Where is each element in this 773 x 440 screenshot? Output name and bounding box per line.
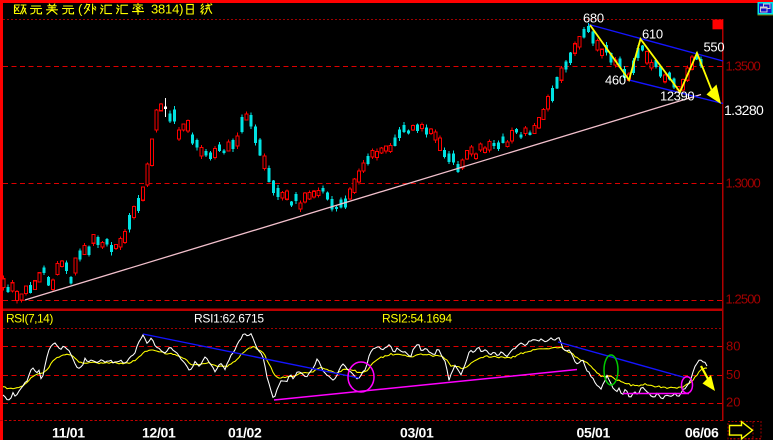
svg-text:680: 680 [583,11,604,26]
svg-text:50: 50 [726,367,740,382]
svg-text:06/06: 06/06 [685,425,719,440]
svg-text:(: ( [78,2,83,17]
svg-text:1.2500: 1.2500 [726,292,761,307]
svg-text:1.3000: 1.3000 [726,176,761,191]
svg-text:01/02: 01/02 [228,425,262,440]
svg-text:12390: 12390 [660,89,694,104]
svg-text:20: 20 [726,395,740,410]
svg-text:3814): 3814) [151,2,183,17]
svg-text:550: 550 [704,40,725,55]
svg-text:1.3280: 1.3280 [724,102,764,118]
svg-text:05/01: 05/01 [577,425,611,440]
svg-text:80: 80 [726,339,740,354]
svg-text:RSI1:62.6715: RSI1:62.6715 [194,312,264,326]
svg-text:RSI(7,14): RSI(7,14) [6,312,53,326]
svg-text:11/01: 11/01 [52,425,85,440]
svg-text:12/01: 12/01 [142,425,176,440]
svg-text:460: 460 [605,73,626,88]
svg-text:03/01: 03/01 [400,425,434,440]
svg-text:610: 610 [642,27,663,42]
svg-text:1.3500: 1.3500 [726,59,761,74]
svg-text:RSI2:54.1694: RSI2:54.1694 [382,312,452,326]
